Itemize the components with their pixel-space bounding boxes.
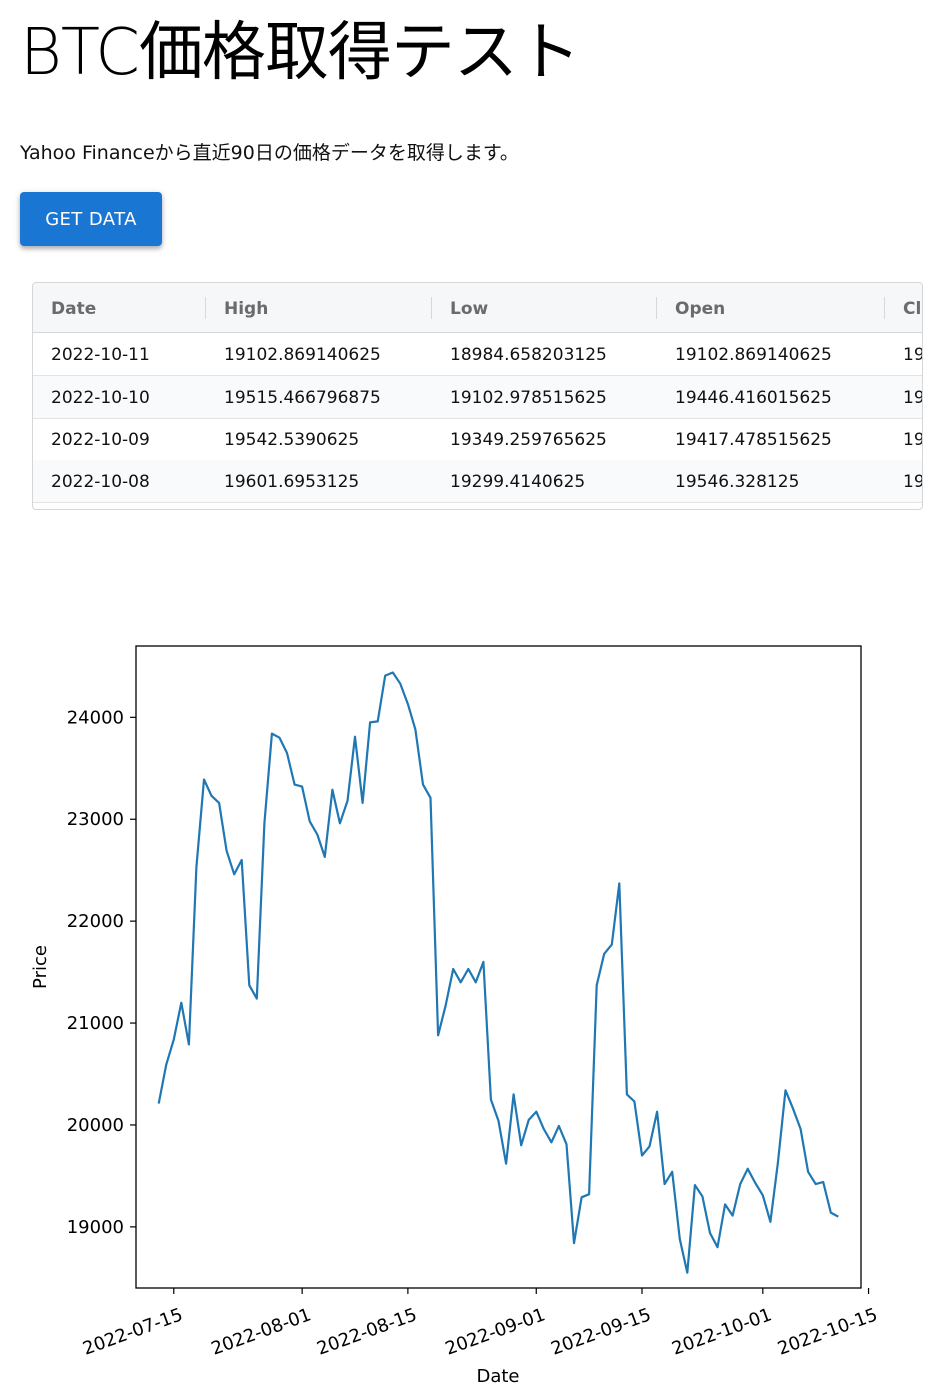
cell-close: 19: [903, 430, 923, 450]
column-separator[interactable]: [431, 297, 432, 319]
cell-low: 19349.259765625: [450, 430, 607, 450]
column-header-open[interactable]: Open: [675, 299, 726, 319]
cell-high: 19102.869140625: [224, 345, 381, 365]
cell-close: 19: [903, 345, 923, 365]
cell-date: 2022-10-11: [51, 345, 150, 365]
x-tick-label: 2022-09-01: [443, 1304, 548, 1360]
cell-close: 19: [903, 388, 923, 408]
table-row[interactable]: 2022-10-11 19102.869140625 18984.6582031…: [33, 333, 922, 376]
y-tick-label: 23000: [67, 809, 124, 830]
x-axis-label: Date: [476, 1366, 519, 1387]
x-tick-label: 2022-09-15: [548, 1304, 653, 1360]
cell-high: 19542.5390625: [224, 430, 360, 450]
x-axis: 2022-07-15 2022-08-01 2022-08-15 2022-09-01…: [80, 1288, 880, 1360]
x-tick-label: 2022-08-15: [314, 1304, 419, 1360]
table-row[interactable]: 2022-10-10 19515.466796875 19102.9785156…: [33, 376, 922, 419]
y-axis: 19000 20000 21000 22000 23000 24000: [67, 707, 136, 1238]
page-description: Yahoo Financeから直近90日の価格データを取得します。: [20, 142, 519, 164]
cell-low: 19102.978515625: [450, 388, 607, 408]
cell-open: 19446.416015625: [675, 388, 832, 408]
cell-high: 19515.466796875: [224, 388, 381, 408]
cell-date: 2022-10-10: [51, 388, 150, 408]
cell-low: 19299.4140625: [450, 472, 586, 492]
cell-date: 2022-10-08: [51, 472, 150, 492]
x-tick-label: 2022-07-15: [80, 1304, 185, 1360]
column-separator[interactable]: [205, 297, 206, 319]
price-series-line: [157, 671, 839, 1274]
column-separator[interactable]: [656, 297, 657, 319]
column-header-close[interactable]: Cl: [903, 299, 922, 319]
data-table: Date High Low Open Cl 2022-10-11 19102.8…: [32, 282, 923, 510]
y-axis-label: Price: [30, 945, 51, 989]
x-tick-label: 2022-10-01: [669, 1304, 774, 1360]
cell-high: 19601.6953125: [224, 472, 360, 492]
page-title: BTC価格取得テスト: [20, 16, 581, 90]
column-header-date[interactable]: Date: [51, 299, 97, 319]
column-header-low[interactable]: Low: [450, 299, 489, 319]
column-header-high[interactable]: High: [224, 299, 269, 319]
cell-date: 2022-10-09: [51, 430, 150, 450]
x-tick-label: 2022-08-01: [208, 1304, 313, 1360]
price-chart: 19000 20000 21000 22000 23000 24000 2022-07-1…: [30, 645, 880, 1387]
cell-open: 19417.478515625: [675, 430, 832, 450]
table-row[interactable]: 2022-10-08 19601.6953125 19299.4140625 1…: [33, 460, 922, 503]
y-tick-label: 22000: [67, 911, 124, 932]
y-tick-label: 20000: [67, 1115, 124, 1136]
table-row[interactable]: 2022-10-09 19542.5390625 19349.259765625…: [33, 418, 922, 461]
cell-close: 19: [903, 472, 923, 492]
y-tick-label: 21000: [67, 1013, 124, 1034]
cell-open: 19546.328125: [675, 472, 800, 492]
x-tick-label: 2022-10-15: [775, 1304, 880, 1360]
cell-open: 19102.869140625: [675, 345, 832, 365]
y-tick-label: 19000: [67, 1217, 124, 1238]
plot-frame: [135, 645, 862, 1289]
column-separator[interactable]: [884, 297, 885, 319]
y-tick-label: 24000: [67, 707, 124, 728]
cell-low: 18984.658203125: [450, 345, 607, 365]
table-header: Date High Low Open Cl: [33, 283, 922, 333]
get-data-button[interactable]: GET DATA: [20, 192, 162, 246]
